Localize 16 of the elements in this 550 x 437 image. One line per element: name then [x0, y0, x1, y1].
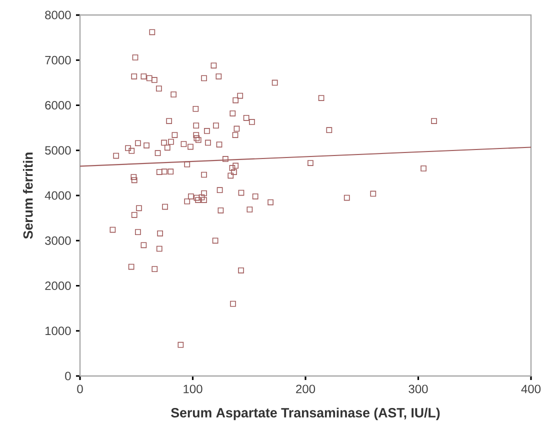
y-tick-label: 7000	[45, 56, 71, 64]
x-tick-label: 300	[408, 384, 428, 394]
y-tick-label: 5000	[45, 146, 71, 155]
x-axis-title: Serum Aspartate Transaminase (AST, IU/L)	[171, 408, 440, 420]
y-tick-label: 6000	[45, 101, 71, 110]
x-tick-label: 200	[296, 384, 316, 394]
y-tick-label: 4000	[44, 191, 71, 200]
y-tick-label: 0	[65, 372, 71, 380]
x-tick-label: 100	[184, 384, 202, 394]
x-tick-label: 400	[521, 384, 541, 394]
y-tick-label: 1000	[46, 326, 71, 336]
y-tick-label: 2000	[45, 282, 71, 290]
y-tick-label: 3000	[45, 236, 71, 245]
y-axis-title: Serum ferritin	[22, 152, 33, 239]
y-tick-label: 8000	[45, 10, 71, 20]
x-tick-label: 0	[77, 384, 83, 394]
